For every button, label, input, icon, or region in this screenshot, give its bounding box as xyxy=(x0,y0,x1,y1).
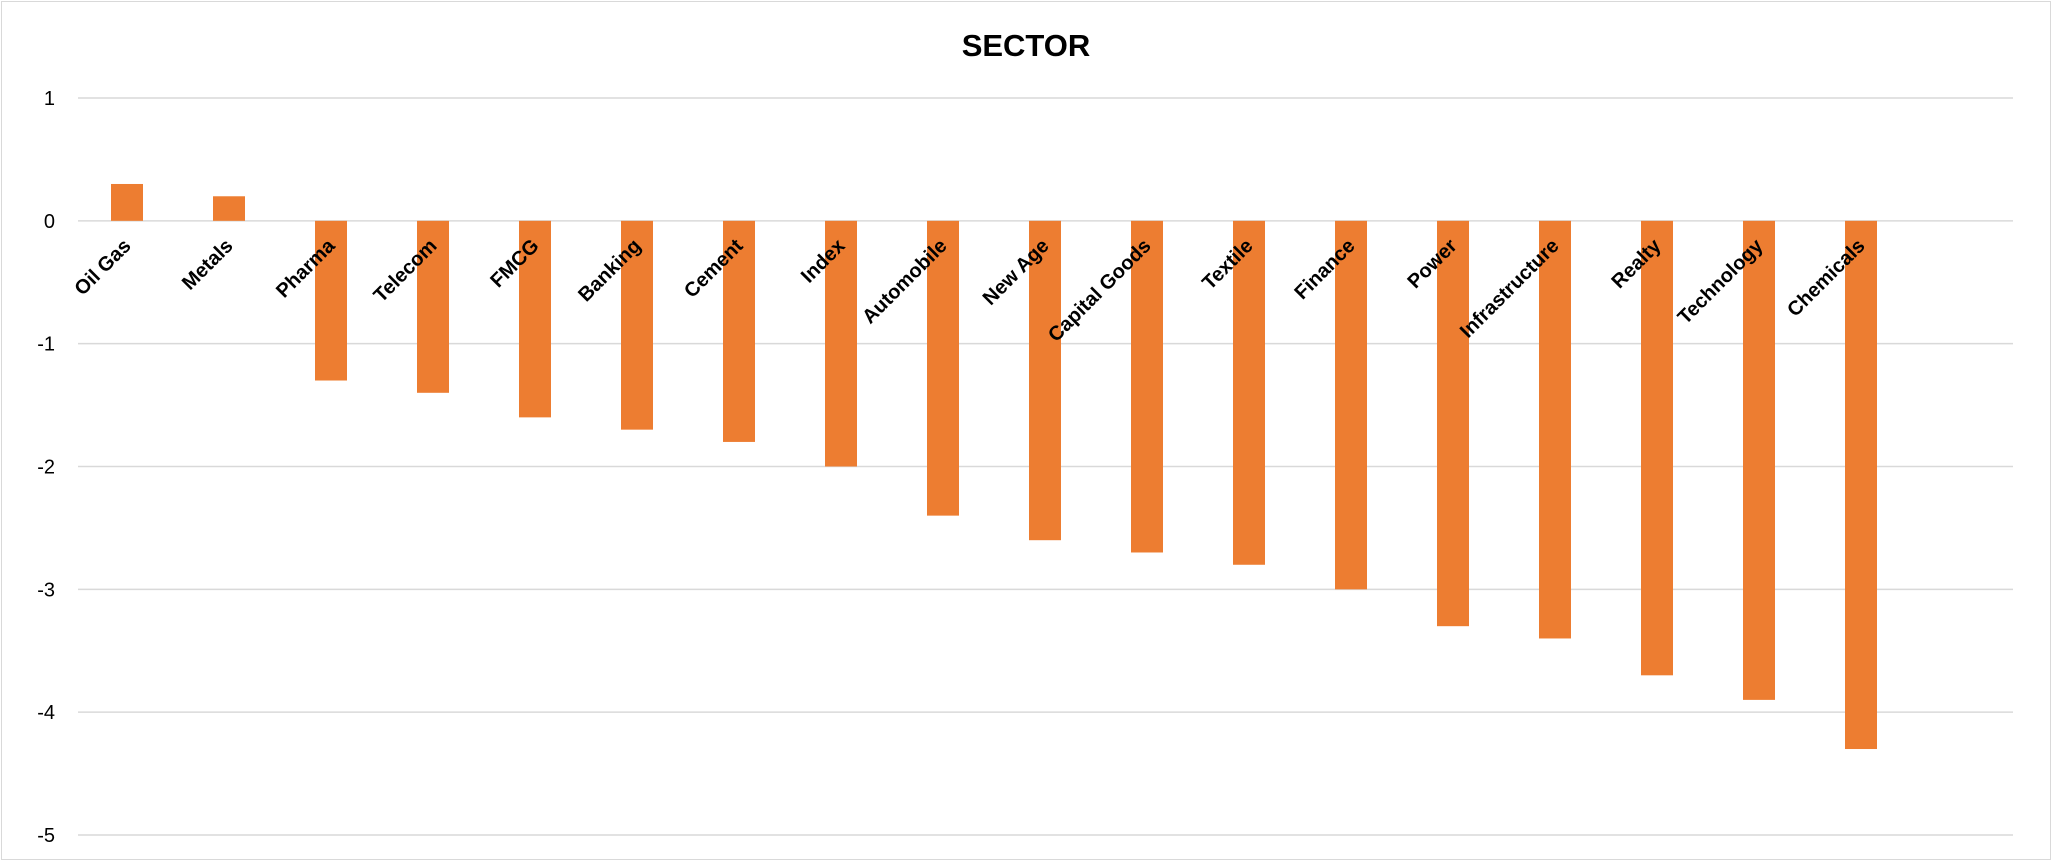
y-tick-label: -5 xyxy=(37,825,55,847)
bar xyxy=(621,220,653,430)
bar xyxy=(1131,220,1163,553)
bar xyxy=(213,196,245,221)
bar xyxy=(1539,220,1571,639)
y-tick-label: -3 xyxy=(37,579,55,601)
bar xyxy=(1437,220,1469,627)
bar xyxy=(1029,220,1061,541)
bar xyxy=(1641,220,1673,676)
gridlines xyxy=(78,97,2013,836)
bar xyxy=(1233,220,1265,565)
bars xyxy=(111,183,1877,750)
bar xyxy=(111,183,143,221)
y-tick-label: 0 xyxy=(44,211,55,233)
bar xyxy=(1743,220,1775,700)
x-tick-label: Metals xyxy=(178,235,238,295)
bar xyxy=(315,220,347,381)
bar xyxy=(417,220,449,393)
y-axis-tick-labels: 1 0 -1 -2 -3 -4 -5 xyxy=(37,88,55,847)
y-tick-label: 1 xyxy=(44,88,55,110)
bar xyxy=(519,220,551,418)
bar xyxy=(927,220,959,516)
bar xyxy=(825,220,857,467)
bar xyxy=(723,220,755,442)
chart-title: SECTOR xyxy=(962,28,1091,63)
y-tick-label: -2 xyxy=(37,457,55,479)
bar xyxy=(1845,220,1877,750)
y-tick-label: -1 xyxy=(37,334,55,356)
bar xyxy=(1335,220,1367,590)
x-tick-label: Oil Gas xyxy=(70,235,135,300)
y-tick-label: -4 xyxy=(37,702,55,724)
